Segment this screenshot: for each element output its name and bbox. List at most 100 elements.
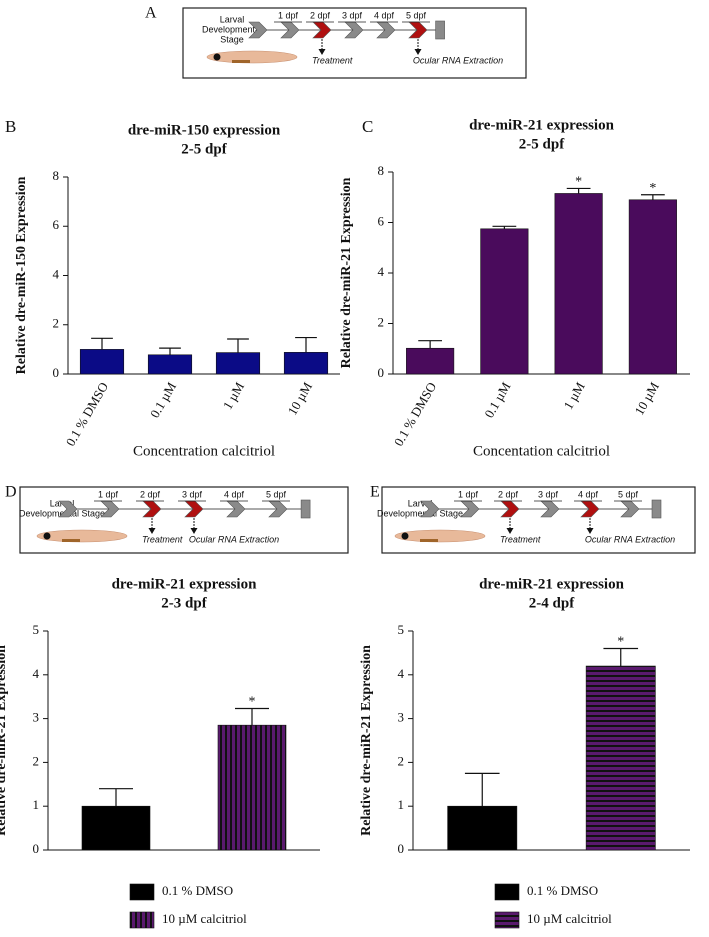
y-tick-label: 5	[33, 622, 40, 637]
bar	[217, 724, 287, 851]
y-tick-label: 6	[378, 213, 385, 228]
y-tick-label: 2	[53, 316, 60, 331]
chevron	[58, 500, 78, 518]
legend-swatch	[129, 883, 155, 901]
stage-label: Developmental Stage	[19, 508, 105, 518]
y-tick-label: 5	[398, 622, 405, 637]
day-label: 2 dpf	[140, 489, 161, 499]
x-axis-label: Concentration calcitriol	[133, 443, 275, 459]
diagram-box	[381, 486, 696, 554]
bar	[215, 352, 261, 375]
legend-label: 0.1 % DMSO	[162, 883, 233, 898]
bar	[79, 349, 125, 375]
fish-eye	[213, 53, 221, 61]
panel-label: B	[5, 117, 16, 136]
arrow-head	[414, 49, 422, 55]
y-tick-label: 1	[33, 797, 40, 812]
bar	[447, 805, 518, 851]
y-tick-label: 3	[398, 710, 405, 725]
chart-title: dre-miR-21 expression	[469, 117, 615, 133]
bar	[81, 805, 151, 851]
fish-yolk	[62, 539, 80, 542]
legend-swatch	[129, 911, 155, 929]
arrow-head	[318, 49, 326, 55]
bar	[147, 354, 193, 375]
x-tick-label: 1 µM	[560, 379, 588, 412]
fish-eye	[401, 532, 409, 540]
x-tick-label: 1 µM	[220, 379, 248, 412]
panel-label: C	[362, 117, 373, 136]
day-label: 2 dpf	[310, 10, 331, 20]
chevron	[248, 21, 268, 39]
x-tick-label: 0.1 µM	[147, 379, 179, 420]
day-label: 1 dpf	[458, 489, 479, 499]
stage-label: Developmental	[202, 24, 262, 34]
diagram-box	[182, 7, 527, 79]
bar	[628, 199, 677, 375]
legend-label: 10 µM calcitriol	[162, 911, 247, 926]
y-tick-label: 6	[53, 217, 60, 232]
x-tick-label: 0.1 % DMSO	[391, 379, 440, 448]
diagram-box	[19, 486, 349, 554]
y-axis-label: Relative dre-miR-150 Expression	[14, 176, 29, 374]
chart-title: dre-miR-150 expression	[128, 122, 281, 138]
x-tick-label: 0.1 % DMSO	[63, 379, 112, 448]
fish-body	[36, 529, 128, 543]
bar	[585, 665, 656, 851]
day-label: 5 dpf	[266, 489, 287, 499]
arrow-head	[586, 528, 594, 534]
legend-label: 0.1 % DMSO	[527, 883, 598, 898]
end-block	[435, 20, 445, 40]
chevron	[420, 500, 440, 518]
extraction-label: Ocular RNA Extraction	[189, 534, 279, 544]
fish-yolk	[420, 539, 438, 542]
y-axis-label: Relative dre-miR-21 Expression	[359, 645, 374, 836]
day-label: 1 dpf	[98, 489, 119, 499]
stage-label: Larval	[220, 14, 245, 24]
day-label: 4 dpf	[374, 10, 395, 20]
y-tick-label: 2	[378, 314, 385, 329]
day-label: 3 dpf	[342, 10, 363, 20]
legend-swatch	[494, 911, 520, 929]
significance-label: *	[649, 181, 656, 196]
y-tick-label: 0	[398, 841, 405, 856]
y-tick-label: 8	[53, 168, 60, 183]
x-axis-label: Concentation calcitriol	[473, 443, 610, 459]
y-tick-label: 4	[378, 264, 385, 279]
x-tick-label: 0.1 µM	[481, 379, 513, 420]
panel-label: A	[145, 5, 157, 22]
y-tick-label: 0	[378, 365, 385, 380]
chart-subtitle: 2-3 dpf	[161, 595, 207, 611]
y-tick-label: 3	[33, 710, 40, 725]
end-block	[300, 499, 311, 519]
fish-yolk	[232, 60, 250, 63]
day-label: 5 dpf	[618, 489, 639, 499]
arrow-head	[148, 528, 156, 534]
bar	[554, 193, 603, 375]
y-tick-label: 0	[33, 841, 40, 856]
chart-subtitle: 2-5 dpf	[181, 141, 227, 157]
stage-label: Larval	[408, 498, 433, 508]
y-tick-label: 1	[398, 797, 405, 812]
panel-label: D	[5, 484, 17, 501]
legend-swatch	[494, 883, 520, 901]
day-label: 4 dpf	[578, 489, 599, 499]
y-tick-label: 4	[398, 666, 405, 681]
x-tick-label: 10 µM	[285, 379, 316, 417]
arrow-head	[506, 528, 514, 534]
day-label: 2 dpf	[498, 489, 519, 499]
y-tick-label: 4	[53, 266, 60, 281]
panel-label: E	[370, 484, 380, 501]
fish-eye	[43, 532, 51, 540]
significance-label: *	[249, 695, 256, 710]
treatment-label: Treatment	[312, 55, 353, 65]
bar	[480, 228, 529, 375]
day-label: 1 dpf	[278, 10, 299, 20]
chart-title: dre-miR-21 expression	[479, 576, 625, 592]
stage-label: Developmental Stage	[377, 508, 463, 518]
fish-body	[394, 529, 486, 543]
stage-label: Stage	[220, 34, 244, 44]
arrow-head	[190, 528, 198, 534]
bar	[406, 347, 455, 375]
